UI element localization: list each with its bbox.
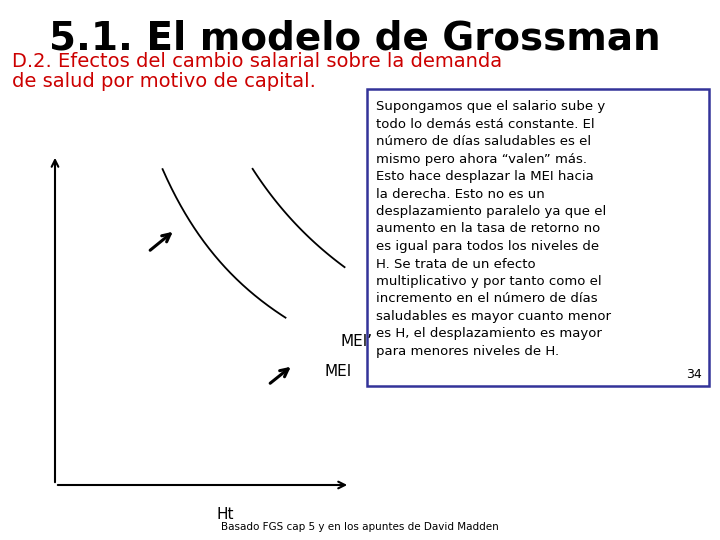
Text: la derecha. Esto no es un: la derecha. Esto no es un: [376, 187, 545, 200]
FancyBboxPatch shape: [367, 89, 709, 386]
Text: aumento en la tasa de retorno no: aumento en la tasa de retorno no: [376, 222, 600, 235]
Text: multiplicativo y por tanto como el: multiplicativo y por tanto como el: [376, 275, 602, 288]
Text: mismo pero ahora “valen” más.: mismo pero ahora “valen” más.: [376, 152, 587, 165]
Text: Ht: Ht: [216, 507, 234, 522]
Text: 34: 34: [686, 368, 702, 381]
Text: todo lo demás está constante. El: todo lo demás está constante. El: [376, 118, 595, 131]
Text: es igual para todos los niveles de: es igual para todos los niveles de: [376, 240, 599, 253]
Text: 5.1. El modelo de Grossman: 5.1. El modelo de Grossman: [49, 20, 661, 58]
Text: H. Se trata de un efecto: H. Se trata de un efecto: [376, 258, 536, 271]
Text: es H, el desplazamiento es mayor: es H, el desplazamiento es mayor: [376, 327, 602, 341]
Text: Esto hace desplazar la MEI hacia: Esto hace desplazar la MEI hacia: [376, 170, 594, 183]
Text: incremento en el número de días: incremento en el número de días: [376, 293, 598, 306]
Text: para menores niveles de H.: para menores niveles de H.: [376, 345, 559, 358]
Text: Supongamos que el salario sube y: Supongamos que el salario sube y: [376, 100, 606, 113]
Text: de salud por motivo de capital.: de salud por motivo de capital.: [12, 72, 316, 91]
Text: desplazamiento paralelo ya que el: desplazamiento paralelo ya que el: [376, 205, 606, 218]
Text: MEI’: MEI’: [340, 334, 372, 349]
Text: MEI: MEI: [325, 364, 352, 380]
Text: D.2. Efectos del cambio salarial sobre la demanda: D.2. Efectos del cambio salarial sobre l…: [12, 52, 502, 71]
Text: número de días saludables es el: número de días saludables es el: [376, 135, 591, 148]
Text: saludables es mayor cuanto menor: saludables es mayor cuanto menor: [376, 310, 611, 323]
Text: Basado FGS cap 5 y en los apuntes de David Madden: Basado FGS cap 5 y en los apuntes de Dav…: [221, 522, 499, 532]
